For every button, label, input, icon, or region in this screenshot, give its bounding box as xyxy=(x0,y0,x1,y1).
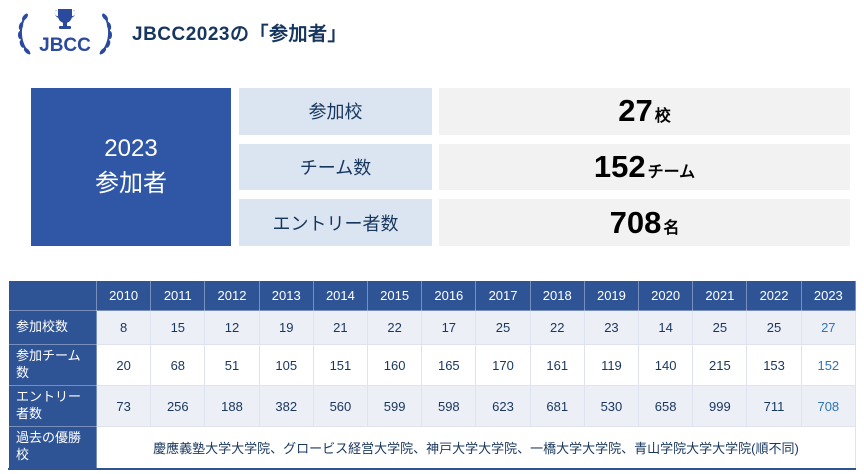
table-cell: 25 xyxy=(746,310,802,345)
table-cell: 681 xyxy=(529,385,585,427)
row-label: 参加校数 xyxy=(8,310,97,345)
table-cell: 20 xyxy=(95,344,152,386)
table-cell: 12 xyxy=(204,310,260,345)
row-schools: 参加校数 8 15 12 19 21 22 17 25 22 23 14 25 … xyxy=(8,310,857,345)
table-cell: 17 xyxy=(421,310,477,345)
table-cell: 530 xyxy=(583,385,640,427)
schools-label: 参加校 xyxy=(239,88,432,135)
table-cell: 151 xyxy=(312,344,369,386)
corner-cell xyxy=(8,280,97,311)
table-cell: 68 xyxy=(150,344,206,386)
table-cell: 140 xyxy=(638,344,694,386)
year-header: 2016 xyxy=(421,280,477,311)
table-cell: 382 xyxy=(258,385,314,427)
table-cell: 21 xyxy=(312,310,369,345)
row-label: 過去の優勝校 xyxy=(8,426,97,469)
row-label: 参加チーム数 xyxy=(8,344,97,386)
year-header: 2019 xyxy=(583,280,640,311)
table-header-row: 2010 2011 2012 2013 2014 2015 2016 2017 … xyxy=(8,280,857,311)
table-cell: 598 xyxy=(421,385,477,427)
past-winners-text: 慶應義塾大学大学院、グロービス経営大学院、神戸大学大学院、一橋大学大学院、青山学… xyxy=(96,426,856,469)
year-header: 2010 xyxy=(95,280,152,311)
teams-value: 152 チーム xyxy=(439,143,850,191)
year-header: 2015 xyxy=(367,280,423,311)
table-cell: 119 xyxy=(583,344,640,386)
year-header: 2013 xyxy=(258,280,314,311)
summary-year: 2023 xyxy=(104,135,158,163)
table-cell: 23 xyxy=(583,310,640,345)
teams-unit: チーム xyxy=(647,164,696,181)
jbcc-logo: JBCC xyxy=(18,9,112,56)
table-cell: 25 xyxy=(692,310,748,345)
row-entrants: エントリー者数 73 256 188 382 560 599 598 623 6… xyxy=(8,385,857,427)
table-cell: 560 xyxy=(312,385,369,427)
table-cell-2023: 27 xyxy=(800,310,857,345)
entrants-value: 708 名 xyxy=(439,199,850,247)
table-cell: 161 xyxy=(529,344,585,386)
table-cell-2023: 708 xyxy=(800,385,857,427)
table-cell: 188 xyxy=(204,385,260,427)
summary-row-teams: チーム数 152 チーム xyxy=(239,143,850,191)
year-header: 2018 xyxy=(529,280,585,311)
summary-rows: 参加校 27 校 チーム数 152 チーム エントリ xyxy=(239,88,850,247)
table-cell: 73 xyxy=(95,385,152,427)
logo-text: JBCC xyxy=(39,35,91,56)
teams-label: チーム数 xyxy=(239,143,432,191)
year-header: 2012 xyxy=(204,280,260,311)
table-cell: 8 xyxy=(95,310,152,345)
row-teams: 参加チーム数 20 68 51 105 151 160 165 170 161 … xyxy=(8,344,857,386)
table-cell: 19 xyxy=(258,310,314,345)
year-header: 2011 xyxy=(150,280,206,311)
schools-value: 27 校 xyxy=(439,88,850,135)
page-title: JBCC2023の「参加者」 xyxy=(132,23,347,45)
table-cell: 165 xyxy=(421,344,477,386)
table-cell: 14 xyxy=(638,310,694,345)
table-cell: 623 xyxy=(475,385,531,427)
year-header: 2023 xyxy=(800,280,857,311)
year-header: 2020 xyxy=(638,280,694,311)
header: JBCC JBCC2023の「参加者」 xyxy=(0,0,864,58)
entrants-unit: 名 xyxy=(663,219,680,237)
table-cell: 15 xyxy=(150,310,206,345)
summary-section: 2023 参加者 参加校 27 校 チーム数 152 チーム xyxy=(31,88,850,247)
table-cell: 153 xyxy=(746,344,802,386)
summary-row-schools: 参加校 27 校 xyxy=(239,88,850,135)
schools-count: 27 xyxy=(618,93,653,129)
year-header: 2017 xyxy=(475,280,531,311)
teams-count: 152 xyxy=(593,149,646,184)
table-cell: 105 xyxy=(258,344,314,386)
entrants-count: 708 xyxy=(609,204,662,240)
table-cell: 215 xyxy=(692,344,748,386)
table-cell: 658 xyxy=(638,385,694,427)
history-table: 2010 2011 2012 2013 2014 2015 2016 2017 … xyxy=(8,280,857,470)
row-past-winners: 過去の優勝校 慶應義塾大学大学院、グロービス経営大学院、神戸大学大学院、一橋大学… xyxy=(8,426,856,469)
trophy-icon xyxy=(54,9,76,29)
year-header: 2014 xyxy=(312,280,369,311)
year-header: 2021 xyxy=(692,280,748,311)
summary-year-caption: 参加者 xyxy=(95,170,167,197)
table-cell: 599 xyxy=(367,385,423,427)
table-cell: 22 xyxy=(529,310,585,345)
year-header: 2022 xyxy=(746,280,802,311)
table-cell: 25 xyxy=(475,310,531,345)
table-cell: 51 xyxy=(204,344,260,386)
table-cell: 999 xyxy=(692,385,748,427)
schools-unit: 校 xyxy=(654,108,671,126)
table-cell: 170 xyxy=(475,344,531,386)
summary-year-box: 2023 参加者 xyxy=(31,88,231,246)
table-cell: 22 xyxy=(367,310,423,345)
summary-row-entrants: エントリー者数 708 名 xyxy=(239,199,850,247)
entrants-label: エントリー者数 xyxy=(239,199,432,247)
table-cell-2023: 152 xyxy=(800,344,857,386)
table-cell: 160 xyxy=(367,344,423,386)
table-cell: 711 xyxy=(746,385,802,427)
table-cell: 256 xyxy=(150,385,206,427)
row-label: エントリー者数 xyxy=(8,385,97,427)
